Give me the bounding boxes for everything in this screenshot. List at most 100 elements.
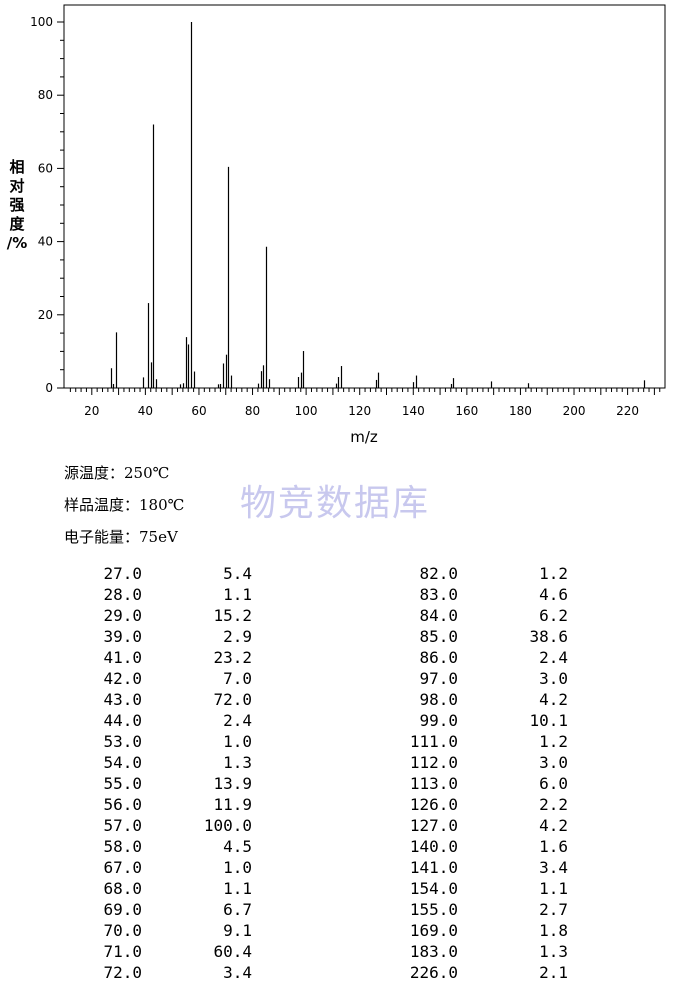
mz-right-cell: 226.0 xyxy=(409,963,458,982)
mz-left-cell: 70.0 xyxy=(103,921,142,940)
intensity-right-cell: 1.2 xyxy=(539,732,568,751)
y-tick-label: 100 xyxy=(30,15,53,29)
y-tick-label: 40 xyxy=(38,235,53,249)
intensity-right-cell: 1.6 xyxy=(539,837,568,856)
table-row: 56.0 11.9 126.0 2.2 xyxy=(0,794,680,815)
mz-left-cell: 27.0 xyxy=(103,564,142,583)
intensity-left-cell: 9.1 xyxy=(223,921,252,940)
mz-left-cell: 67.0 xyxy=(103,858,142,877)
intensity-right-cell: 2.7 xyxy=(539,900,568,919)
mz-left-cell: 41.0 xyxy=(103,648,142,667)
table-row: 43.0 72.0 98.0 4.2 xyxy=(0,689,680,710)
x-tick-label: 160 xyxy=(455,404,478,418)
intensity-right-cell: 2.1 xyxy=(539,963,568,982)
mz-left-cell: 28.0 xyxy=(103,585,142,604)
intensity-left-cell: 100.0 xyxy=(203,816,252,835)
peak-bars xyxy=(110,22,646,388)
mz-left-cell: 43.0 xyxy=(103,690,142,709)
mz-right-cell: 86.0 xyxy=(419,648,458,667)
mz-left-cell: 71.0 xyxy=(103,942,142,961)
table-row: 57.0 100.0 127.0 4.2 xyxy=(0,815,680,836)
table-row: 41.0 23.2 86.0 2.4 xyxy=(0,647,680,668)
mz-right-cell: 141.0 xyxy=(409,858,458,877)
intensity-right-cell: 1.1 xyxy=(539,879,568,898)
intensity-left-cell: 6.7 xyxy=(223,900,252,919)
x-tick-label: 80 xyxy=(245,404,260,418)
x-tick-label: 100 xyxy=(295,404,318,418)
mz-left-cell: 56.0 xyxy=(103,795,142,814)
electron-energy: 电子能量：75eV xyxy=(64,528,178,546)
y-axis-title: 相 对 强 度 /% xyxy=(6,158,28,253)
intensity-left-cell: 7.0 xyxy=(223,669,252,688)
y-tick-label: 0 xyxy=(45,381,53,395)
watermark: 物竞数据库 xyxy=(240,483,431,524)
table-row: 28.0 1.1 83.0 4.6 xyxy=(0,584,680,605)
intensity-right-cell: 3.0 xyxy=(539,753,568,772)
intensity-right-cell: 1.2 xyxy=(539,564,568,583)
table-row: 70.0 9.1 169.0 1.8 xyxy=(0,920,680,941)
table-row: 44.0 2.4 99.0 10.1 xyxy=(0,710,680,731)
intensity-right-cell: 4.6 xyxy=(539,585,568,604)
table-row: 54.0 1.3 112.0 3.0 xyxy=(0,752,680,773)
intensity-left-cell: 5.4 xyxy=(223,564,252,583)
intensity-left-cell: 23.2 xyxy=(213,648,252,667)
source-temperature: 源温度：250℃ xyxy=(64,464,170,482)
intensity-left-cell: 1.1 xyxy=(223,879,252,898)
mz-left-cell: 29.0 xyxy=(103,606,142,625)
intensity-right-cell: 6.2 xyxy=(539,606,568,625)
mz-right-cell: 126.0 xyxy=(409,795,458,814)
intensity-right-cell: 1.3 xyxy=(539,942,568,961)
mz-right-cell: 140.0 xyxy=(409,837,458,856)
intensity-left-cell: 60.4 xyxy=(213,942,252,961)
y-axis-title-char: /% xyxy=(6,234,28,252)
y-axis-title-char: 相 xyxy=(9,158,25,176)
intensity-left-cell: 11.9 xyxy=(213,795,252,814)
intensity-left-cell: 3.4 xyxy=(223,963,252,982)
intensity-right-cell: 1.8 xyxy=(539,921,568,940)
mz-left-cell: 54.0 xyxy=(103,753,142,772)
mz-left-cell: 72.0 xyxy=(103,963,142,982)
intensity-left-cell: 1.1 xyxy=(223,585,252,604)
x-tick-label: 20 xyxy=(84,404,99,418)
table-row: 72.0 3.4 226.0 2.1 xyxy=(0,962,680,983)
mz-right-cell: 112.0 xyxy=(409,753,458,772)
intensity-left-cell: 4.5 xyxy=(223,837,252,856)
x-tick-label: 200 xyxy=(563,404,586,418)
table-row: 39.0 2.9 85.0 38.6 xyxy=(0,626,680,647)
intensity-right-cell: 2.2 xyxy=(539,795,568,814)
mass-spectrum-chart: 20 40 60 80 100 120 140 160 180 200 220 0 20 40 60 80 10… xyxy=(30,4,666,446)
mz-left-cell: 58.0 xyxy=(103,837,142,856)
mz-right-cell: 154.0 xyxy=(409,879,458,898)
table-row: 69.0 6.7 155.0 2.7 xyxy=(0,899,680,920)
table-row: 58.0 4.5 140.0 1.6 xyxy=(0,836,680,857)
tick-labels: 20 40 60 80 100 120 140 160 180 200 220 0 20 40 60 80 10… xyxy=(30,15,639,418)
mz-right-cell: 113.0 xyxy=(409,774,458,793)
intensity-right-cell: 10.1 xyxy=(529,711,568,730)
x-tick-label: 120 xyxy=(348,404,371,418)
intensity-left-cell: 2.4 xyxy=(223,711,252,730)
x-axis-title: m/z xyxy=(350,428,378,446)
intensity-right-cell: 2.4 xyxy=(539,648,568,667)
mz-left-cell: 69.0 xyxy=(103,900,142,919)
x-tick-label: 220 xyxy=(616,404,639,418)
table-row: 55.0 13.9 113.0 6.0 xyxy=(0,773,680,794)
intensity-left-cell: 72.0 xyxy=(213,690,252,709)
mz-left-cell: 44.0 xyxy=(103,711,142,730)
mz-left-cell: 42.0 xyxy=(103,669,142,688)
mz-right-cell: 99.0 xyxy=(419,711,458,730)
intensity-left-cell: 1.0 xyxy=(223,732,252,751)
x-tick-label: 40 xyxy=(138,404,153,418)
intensity-left-cell: 13.9 xyxy=(213,774,252,793)
table-row: 67.0 1.0 141.0 3.4 xyxy=(0,857,680,878)
y-axis-title-char: 对 xyxy=(9,177,25,195)
y-axis-title-char: 度 xyxy=(9,215,25,233)
mz-left-cell: 53.0 xyxy=(103,732,142,751)
mz-right-cell: 155.0 xyxy=(409,900,458,919)
intensity-left-cell: 1.0 xyxy=(223,858,252,877)
mz-right-cell: 85.0 xyxy=(419,627,458,646)
x-tick-label: 60 xyxy=(191,404,206,418)
mz-left-cell: 39.0 xyxy=(103,627,142,646)
intensity-right-cell: 4.2 xyxy=(539,816,568,835)
plot-frame xyxy=(63,4,666,389)
y-tick-label: 80 xyxy=(38,88,53,102)
